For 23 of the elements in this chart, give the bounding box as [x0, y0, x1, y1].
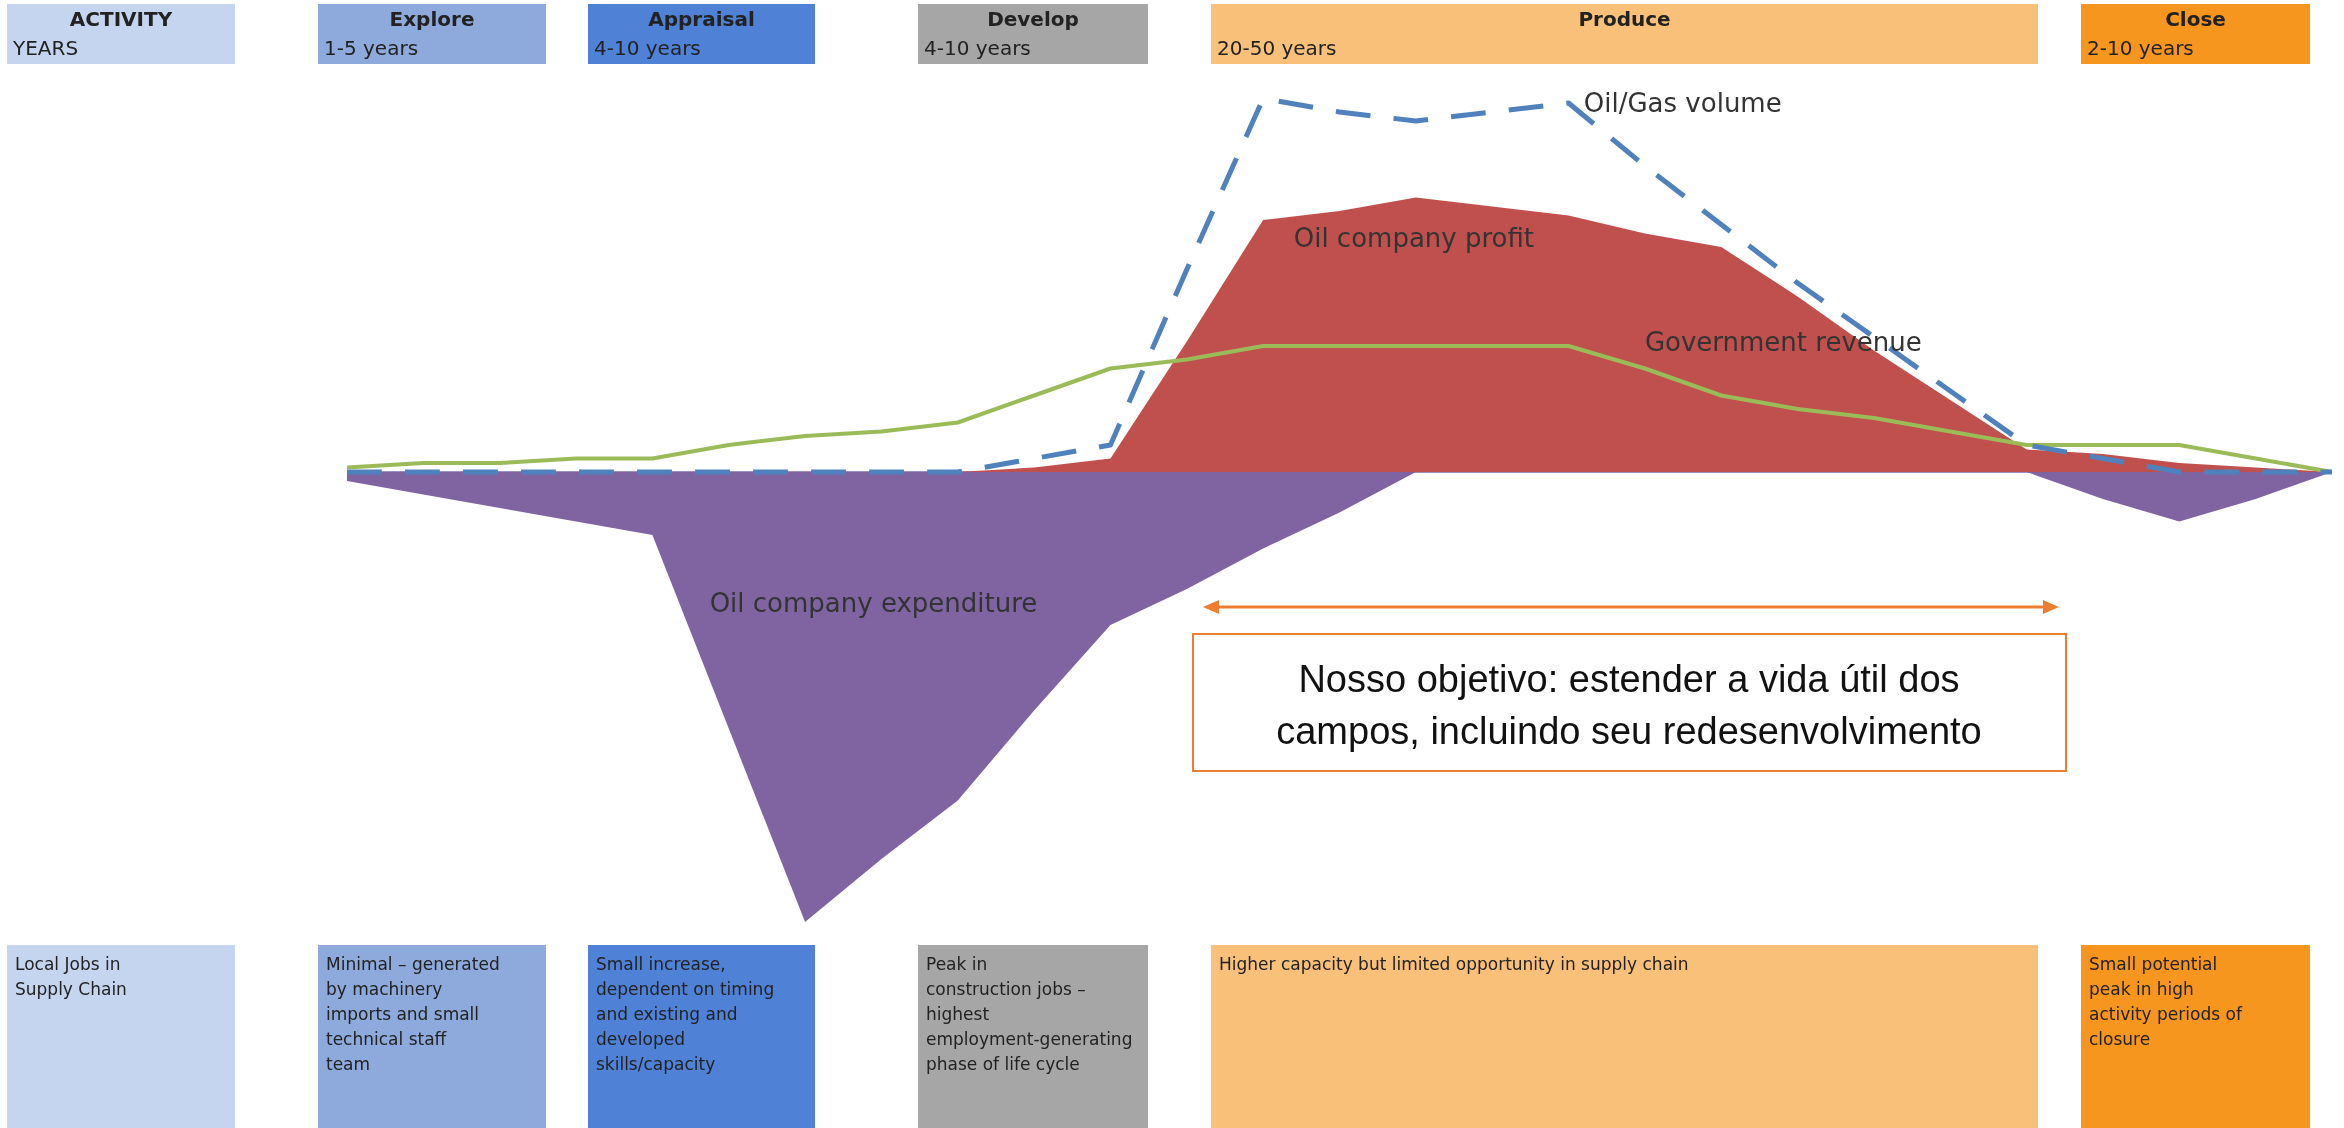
text: Peak in construction jobs – highest employment-generating phase of life cycle — [926, 954, 1133, 1074]
text: Explore — [389, 7, 475, 31]
text: Minimal – generated by machinery imports and small technical staff team — [326, 954, 500, 1074]
series-label: Oil company expenditure — [709, 587, 1038, 618]
text: Develop — [987, 7, 1079, 31]
text: Close — [2165, 7, 2226, 31]
text: ACTIVITY — [69, 7, 173, 31]
text: 4-10 years — [594, 36, 701, 60]
text: Appraisal — [648, 7, 755, 31]
text: YEARS — [12, 36, 79, 60]
text: 1-5 years — [324, 36, 419, 60]
text: 2-10 years — [2087, 36, 2194, 60]
text: Higher capacity but limited opportunity in supply chain — [1219, 954, 1689, 974]
series-label: Oil company profit — [1293, 223, 1535, 253]
text-box: Nosso objetivo: estender a vida útil dos campos, incluindo seu redesenvolvimento — [1192, 633, 2067, 772]
text: Produce — [1578, 7, 1671, 31]
text: 20-50 years — [1217, 36, 1337, 60]
series-label: Oil/Gas volume — [1583, 88, 1782, 118]
text: Small potential peak in high activity periods of closure — [2089, 954, 2243, 1049]
text: 4-10 years — [924, 36, 1031, 60]
text: Small increase, dependent on timing and existing and developed skills/capacity — [596, 954, 775, 1074]
text: Local Jobs in Supply Chain — [15, 954, 127, 999]
annotation: Nosso objetivo: estender a vida útil dos campos, incluindo seu redesenvolvimento — [1276, 658, 1982, 752]
